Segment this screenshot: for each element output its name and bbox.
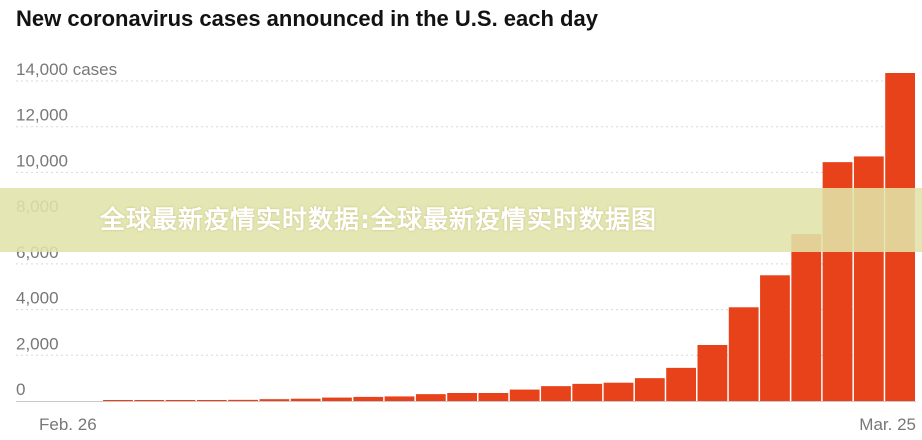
y-tick-label: 2,000: [16, 334, 59, 353]
y-tick-label: 12,000: [16, 106, 68, 125]
bar: [196, 400, 227, 401]
bar: [509, 389, 540, 401]
bar: [697, 345, 728, 401]
bar: [228, 399, 258, 401]
bar: [728, 307, 759, 401]
x-tick-label: Mar. 25: [859, 415, 916, 434]
bar: [384, 396, 415, 401]
bar: [572, 383, 603, 401]
watermark-band: [0, 188, 922, 252]
bar: [415, 394, 446, 401]
bar: [353, 396, 384, 401]
x-axis-labels: Feb. 26 Mar. 25: [39, 415, 916, 434]
bar: [322, 397, 352, 401]
bar: [103, 400, 133, 401]
y-tick-label: 14,000 cases: [16, 60, 117, 79]
bar: [259, 399, 290, 401]
y-tick-label: 4,000: [16, 289, 59, 308]
bar: [666, 367, 696, 401]
x-tick-label: Feb. 26: [39, 415, 97, 434]
y-tick-label: 0: [16, 380, 25, 399]
bar: [603, 382, 634, 401]
bar: [447, 393, 477, 401]
watermark-text: 全球最新疫情实时数据:全球最新疫情实时数据图: [100, 205, 657, 234]
bar: [478, 393, 509, 401]
chart-title: New coronavirus cases announced in the U…: [16, 6, 598, 31]
bar: [634, 378, 665, 401]
bar: [290, 398, 321, 401]
y-tick-label: 10,000: [16, 151, 68, 170]
bar: [541, 386, 571, 401]
bar: [791, 234, 822, 401]
bar: [165, 400, 196, 401]
bar: [134, 400, 165, 401]
bar: [760, 275, 790, 401]
